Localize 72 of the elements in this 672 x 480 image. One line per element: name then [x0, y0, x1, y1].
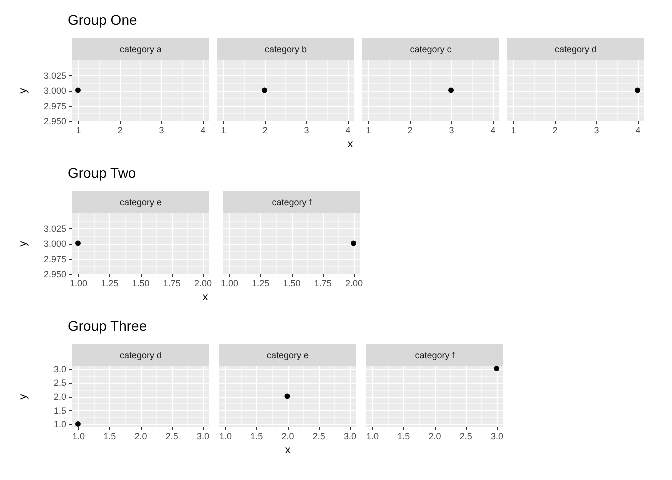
- x-tick-label: 3.0: [197, 432, 210, 442]
- x-tick-label: 1: [511, 126, 516, 136]
- x-tick-label: 1.5: [250, 432, 264, 442]
- x-tick-label: 3: [449, 126, 454, 136]
- y-tick-label: 2.975: [44, 101, 66, 112]
- chart-subtitle: category c: [410, 44, 452, 54]
- x-tick-label: 1.25: [101, 278, 119, 288]
- x-tick-label: 2.5: [312, 432, 326, 442]
- x-tick-label: 4: [636, 126, 641, 136]
- x-tick-label: 2: [408, 126, 413, 136]
- x-axis-title: x: [348, 138, 354, 150]
- x-tick-label: 3.0: [491, 432, 504, 442]
- chart-subtitle: category e: [266, 350, 310, 360]
- chart-subtitle: category a: [120, 44, 162, 54]
- x-tick-label: 1: [221, 126, 226, 136]
- x-tick-label: 1.5: [104, 432, 116, 442]
- x-tick-label: 1.0: [219, 432, 232, 442]
- x-tick-label: 1.00: [70, 278, 88, 288]
- x-tick-label: 1.75: [314, 278, 332, 288]
- x-tick-label: 2.5: [460, 432, 472, 442]
- x-tick-label: 1.00: [220, 278, 238, 288]
- y-tick-label: 3.000: [44, 86, 66, 96]
- x-tick-label: 1.5: [398, 432, 410, 442]
- x-tick-label: 1.50: [283, 278, 301, 288]
- x-tick-label: 4: [200, 126, 206, 136]
- chart-subtitle: category f: [415, 350, 456, 360]
- x-tick-label: 2.00: [346, 278, 364, 288]
- x-tick-label: 1.50: [132, 278, 150, 288]
- x-axis-title: x: [202, 292, 209, 304]
- x-tick-label: 1: [366, 126, 372, 136]
- y-axis-title: y: [18, 88, 30, 94]
- x-tick-label: 3: [304, 126, 310, 136]
- x-tick-label: 1.0: [366, 432, 379, 442]
- y-tick-label: 2.950: [44, 116, 66, 126]
- chart-subtitle: category b: [264, 44, 308, 54]
- x-tick-label: 1.0: [72, 432, 85, 442]
- x-tick-label: 2: [262, 126, 268, 136]
- y-tick-label: 1.0: [54, 420, 66, 430]
- chart-subtitle: category e: [120, 198, 162, 208]
- x-tick-label: 2.5: [166, 432, 178, 442]
- y-tick-label: 2.0: [54, 392, 66, 402]
- x-tick-label: 2.0: [428, 432, 442, 442]
- x-tick-label: 2: [118, 126, 123, 136]
- chart-title: Group Three: [68, 318, 148, 334]
- x-tick-label: 1.75: [163, 278, 181, 288]
- y-tick-label: 1.5: [54, 406, 66, 416]
- y-tick-label: 3.000: [44, 239, 66, 249]
- chart-subtitle: category d: [554, 44, 598, 54]
- chart-title: Group One: [68, 12, 138, 28]
- y-axis-title: y: [18, 240, 30, 247]
- y-tick-label: 2.950: [44, 270, 66, 280]
- x-tick-label: 4: [490, 126, 496, 136]
- y-tick-label: 3.0: [54, 364, 66, 374]
- chart-subtitle: category d: [120, 350, 162, 360]
- x-tick-label: 2: [552, 126, 558, 136]
- chart-subtitle: category f: [272, 198, 312, 208]
- y-axis-title: y: [18, 394, 30, 400]
- x-tick-label: 2.00: [194, 278, 212, 288]
- x-tick-label: 3: [594, 126, 600, 136]
- x-tick-label: 2.0: [282, 432, 294, 442]
- y-tick-label: 2.5: [54, 378, 66, 388]
- y-tick-label: 3.025: [44, 70, 66, 81]
- x-tick-label: 1.25: [252, 278, 270, 288]
- x-tick-label: 1: [76, 126, 82, 136]
- x-tick-label: 3: [159, 126, 164, 136]
- y-tick-label: 2.975: [44, 254, 66, 264]
- y-tick-label: 3.025: [44, 224, 66, 234]
- chart-title: Group Two: [68, 165, 136, 181]
- x-tick-label: 2.0: [134, 432, 148, 442]
- x-tick-label: 4: [346, 126, 351, 136]
- x-axis-title: x: [285, 444, 292, 456]
- x-tick-label: 3.0: [344, 432, 357, 442]
